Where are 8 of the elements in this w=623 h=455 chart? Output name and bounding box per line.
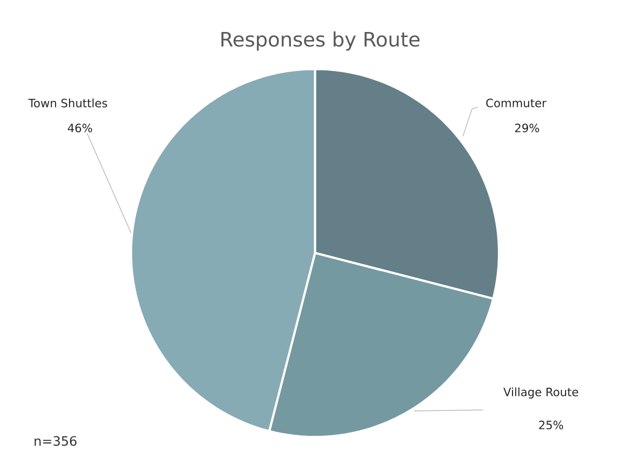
chart-title: Responses by Route <box>221 31 420 51</box>
slice-label: Commuter <box>486 98 546 108</box>
data-label: 29% <box>515 124 540 132</box>
text: n=356 <box>34 436 76 446</box>
data-label: 25% <box>539 420 564 430</box>
data-label: 46% <box>68 124 92 132</box>
slice-label: Town Shuttles <box>28 98 108 108</box>
slice-label: Village Route <box>503 387 578 399</box>
